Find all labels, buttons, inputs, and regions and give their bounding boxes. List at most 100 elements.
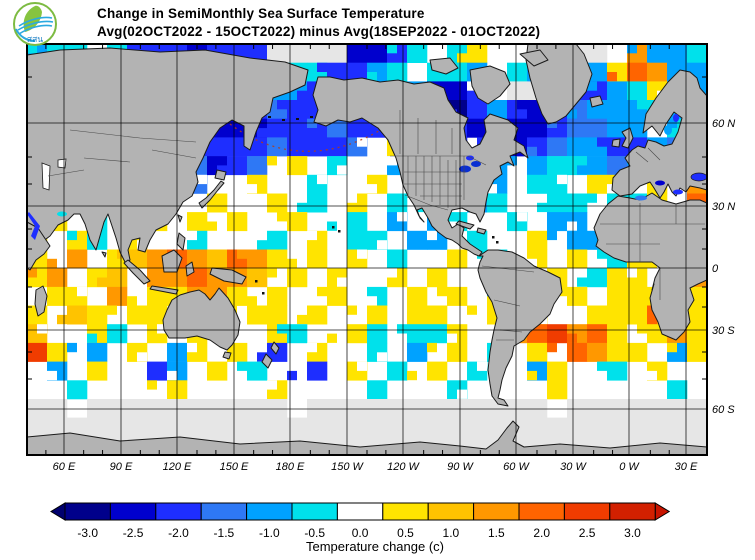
colorbar-segment: [518, 502, 565, 521]
sst-cell-speckle: [567, 333, 577, 343]
sst-cell: [547, 212, 568, 232]
sst-cell: [507, 399, 528, 418]
lon-label: 150 E: [220, 461, 249, 473]
sst-cell: [407, 305, 428, 325]
sst-cell: [627, 399, 648, 418]
sst-cell: [247, 417, 268, 437]
sst-cell: [207, 399, 228, 418]
sst-cell: [307, 361, 328, 381]
sst-cell: [567, 137, 588, 157]
sst-cell: [367, 44, 388, 63]
island-specks: [255, 116, 499, 295]
sst-cell: [627, 417, 648, 437]
sst-cell: [147, 249, 168, 269]
colorbar-segment: [64, 502, 111, 521]
red-sea: [27, 212, 40, 240]
sst-cell-speckle: [667, 342, 677, 353]
sst-cell-speckle: [107, 305, 117, 315]
sst-cell: [287, 417, 308, 437]
sst-cell-speckle: [337, 277, 347, 287]
great-britain: [621, 127, 634, 149]
continent-europe: [611, 69, 707, 199]
sst-cell: [627, 305, 648, 325]
sst-cell-speckle: [447, 221, 457, 231]
sst-cell: [387, 62, 408, 82]
sst-cell-speckle: [567, 221, 577, 231]
new-guinea: [209, 267, 247, 285]
sst-cell: [667, 44, 688, 63]
ellesmere-island: [519, 49, 549, 67]
sst-cell: [607, 324, 628, 344]
sst-cell: [347, 118, 368, 138]
sst-cell-speckle: [347, 193, 357, 203]
sri-lanka: [101, 251, 107, 258]
sst-cell: [647, 44, 668, 63]
sst-cell-speckle: [577, 165, 587, 175]
sst-cell-speckle: [277, 212, 287, 222]
sst-cell-speckle: [47, 258, 57, 269]
africa-borders: [600, 203, 705, 300]
sst-cell-speckle: [287, 370, 297, 381]
sst-cell: [147, 305, 168, 325]
sst-cell: [567, 118, 588, 138]
sst-cell: [227, 137, 248, 157]
sst-cell: [47, 286, 68, 306]
sst-cell: [87, 305, 108, 325]
logo-wave-2: [17, 20, 54, 31]
axis-labels: 60 E 90 E 120 E 150 E 180 E 150 W 120 W 90 W 60 …: [53, 118, 736, 473]
sst-cell-speckle: [137, 352, 147, 362]
sst-cell-speckle: [387, 44, 397, 54]
colorbar-segment: [563, 502, 611, 521]
sst-cell: [547, 380, 568, 400]
sst-cell-speckle: [57, 314, 67, 325]
sst-cell: [207, 249, 228, 269]
aral-sea: [57, 158, 67, 169]
sst-cell: [487, 417, 508, 437]
sst-cell: [267, 286, 288, 306]
sst-cell: [627, 286, 648, 306]
western-mediterranean: [635, 195, 647, 201]
sst-cell-speckle: [277, 324, 287, 334]
sst-cell-speckle: [597, 361, 607, 371]
sst-cell: [247, 268, 268, 288]
sst-cell: [547, 324, 568, 344]
sst-cell-speckle: [567, 109, 577, 119]
sst-cell: [327, 286, 348, 306]
sst-cell-speckle: [267, 156, 277, 166]
lat-label: 60 N: [712, 118, 735, 130]
page-title: Change in SemiMonthly Sea Surface Temper…: [97, 6, 425, 21]
sst-cell: [307, 137, 328, 157]
sst-cell-speckle: [187, 230, 197, 241]
sst-cell: [227, 286, 248, 306]
sst-cell: [227, 156, 248, 176]
sst-cell: [427, 361, 448, 381]
sst-cell: [607, 286, 628, 306]
adriatic-sea: [655, 180, 665, 186]
sst-cell: [447, 399, 468, 418]
sst-cell: [427, 417, 448, 437]
asia-borders: [47, 129, 197, 177]
sst-cell-speckle: [237, 249, 247, 259]
hii-logo: สสน: [13, 2, 57, 46]
sst-cell: [127, 305, 148, 325]
sst-cell: [327, 44, 348, 63]
sst-cell-speckle: [637, 100, 647, 110]
lon-label: 150 W: [331, 461, 364, 473]
sst-cell: [107, 324, 128, 344]
sst-cell: [607, 399, 628, 418]
sst-cell: [147, 399, 168, 418]
sst-cell: [367, 417, 388, 437]
sst-cell-speckle: [357, 249, 367, 259]
gulf-of-bothnia: [673, 114, 679, 122]
black-sea: [690, 172, 707, 182]
sst-cell: [667, 417, 688, 437]
iceland: [589, 95, 604, 108]
baffin-island: [469, 65, 511, 105]
sst-cell: [447, 81, 468, 101]
sst-cell-speckle: [277, 100, 287, 110]
sst-cell: [247, 156, 268, 176]
sst-cell: [687, 342, 707, 362]
continent-australia: [162, 287, 241, 351]
lon-label: 30 E: [675, 461, 698, 473]
sst-cell-speckle: [357, 137, 367, 147]
